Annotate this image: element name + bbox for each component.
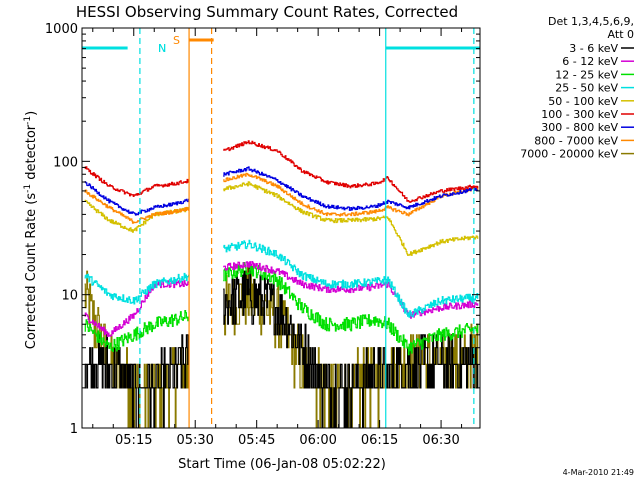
x-tick-label: 06:15 <box>361 433 398 448</box>
chart-title: HESSI Observing Summary Count Rates, Cor… <box>76 3 458 21</box>
x-axis-label: Start Time (06-Jan-08 05:02:22) <box>178 457 386 472</box>
legend-header-line2: Att 0 <box>608 28 634 41</box>
x-tick-label: 06:30 <box>422 433 459 448</box>
flag-label-1: N <box>158 42 166 55</box>
plot-frame <box>81 27 481 429</box>
legend-entry-label: 12 - 25 keV <box>555 68 618 81</box>
x-tick-label: 05:15 <box>115 433 152 448</box>
axes-layer: 1 10 100 1000 05:15 05:30 05:45 06:00 06:15 06:30 <box>45 22 481 448</box>
series-line-3-6-keV <box>84 266 479 428</box>
series-group <box>82 28 480 428</box>
legend-entry-label: 100 - 300 keV <box>541 108 618 121</box>
y-axis-label-end: ) <box>24 111 39 116</box>
series-line-25-50-keV <box>84 239 479 318</box>
legend-entry-label: 25 - 50 keV <box>555 82 618 95</box>
legend-entry-label: 300 - 800 keV <box>541 121 618 134</box>
y-tick-label: 1 <box>70 422 78 437</box>
y-axis-label: Corrected Count Rate (s-1 detector-1) <box>23 111 39 349</box>
x-tick-label: 05:30 <box>176 433 213 448</box>
legend-entry-label: 3 - 6 keV <box>569 42 618 55</box>
y-axis-label-main: Corrected Count Rate (s <box>24 193 39 350</box>
x-tick-label: 05:45 <box>238 433 275 448</box>
y-axis-label-sup1: -1 <box>23 184 33 193</box>
footer-timestamp: 4-Mar-2010 21:49 <box>563 468 634 477</box>
y-tick-label: 100 <box>53 155 78 170</box>
series-line-300-800-keV <box>84 166 479 216</box>
y-axis-label-mid: detector <box>24 124 39 184</box>
legend-header-line1: Det 1,3,4,5,6,9, <box>548 15 634 28</box>
x-tick-label: 06:00 <box>299 433 336 448</box>
y-axis-label-sup2: -1 <box>23 116 33 125</box>
plot-layer: NNS <box>82 28 480 428</box>
legend-entry-label: 6 - 12 keV <box>562 55 618 68</box>
legend-entry-label: 50 - 100 keV <box>548 95 618 108</box>
series-line-100-300-keV <box>84 140 479 203</box>
flag-label-0: N <box>158 42 166 55</box>
y-tick-label: 10 <box>61 289 78 304</box>
flag-label-2: S <box>173 34 180 47</box>
y-tick-label: 1000 <box>45 22 78 37</box>
legend-entry-label: 800 - 7000 keV <box>534 134 618 147</box>
legend-entry-label: 7000 - 20000 keV <box>520 148 618 161</box>
